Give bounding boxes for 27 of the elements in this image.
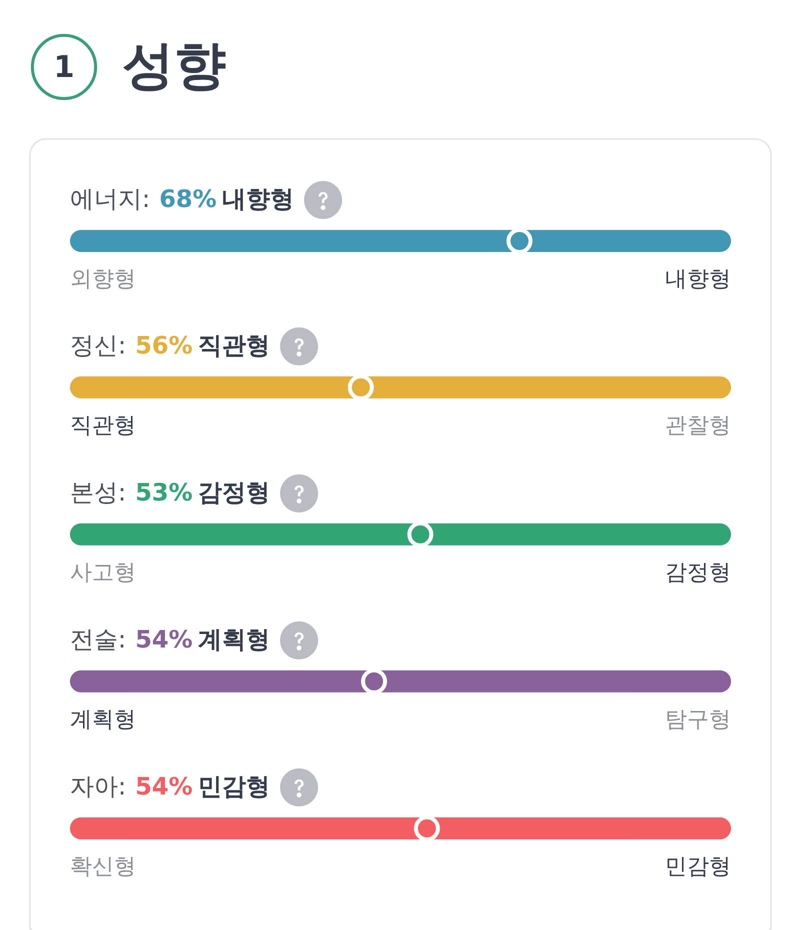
text: 민감형 bbox=[665, 854, 731, 880]
data-label: 54% bbox=[135, 772, 193, 800]
text: 관찰형 bbox=[665, 413, 731, 438]
text: 전술: bbox=[70, 625, 126, 654]
text: 사고형 bbox=[70, 560, 136, 586]
text: 감정형 bbox=[665, 560, 731, 586]
category-label: 내향형 bbox=[222, 185, 294, 213]
text: 외향형 bbox=[70, 267, 136, 292]
text: 직관형 bbox=[70, 413, 136, 438]
text: 탐구형 bbox=[665, 707, 731, 732]
category-label: 감정형 bbox=[198, 478, 270, 506]
category-label: 직관형 bbox=[198, 331, 270, 360]
data-label: 56% bbox=[135, 331, 193, 360]
category-label: 민감형 bbox=[198, 772, 270, 800]
data-label: 53% bbox=[135, 478, 193, 506]
category-label: 계획형 bbox=[198, 625, 270, 654]
text: 내향형 bbox=[665, 267, 731, 292]
data-label: 54% bbox=[135, 625, 193, 654]
text: 본성: bbox=[70, 478, 126, 506]
text: 확신형 bbox=[70, 854, 136, 880]
text: 에너지: bbox=[70, 185, 150, 213]
text: 정신: bbox=[70, 331, 126, 360]
data-label: 68% bbox=[159, 185, 217, 213]
text: 1 bbox=[54, 50, 74, 85]
text: 자아: bbox=[70, 772, 126, 800]
text: 성향 bbox=[122, 36, 226, 96]
text: 계획형 bbox=[70, 707, 136, 732]
